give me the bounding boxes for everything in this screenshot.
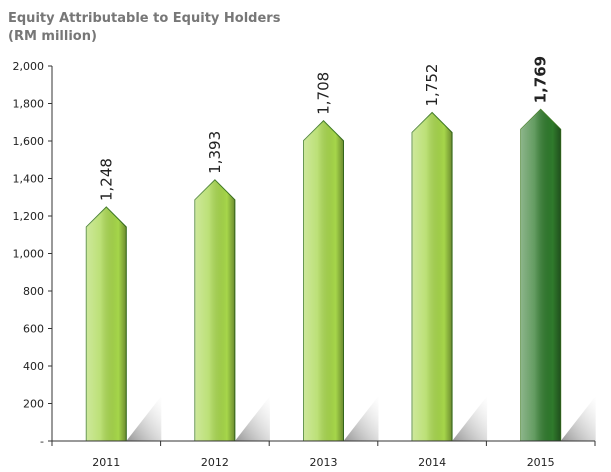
y-tick-label: 200: [23, 398, 44, 411]
y-tick-label: 1,800: [13, 98, 45, 111]
x-tick-label: 2013: [310, 456, 338, 469]
x-tick-label: 2012: [201, 456, 229, 469]
chart-title: Equity Attributable to Equity Holders: [8, 11, 281, 26]
value-label: 1,393: [206, 131, 224, 174]
bar-shine: [520, 109, 561, 441]
bar-shine: [86, 207, 127, 441]
y-tick-label: 600: [23, 323, 44, 336]
y-tick-label: 1,400: [13, 173, 45, 186]
bar-shine: [303, 120, 344, 441]
value-label: 1,248: [97, 158, 115, 201]
bar-shadow: [343, 396, 379, 441]
y-tick-label: 2,000: [13, 60, 45, 73]
y-tick-label: 800: [23, 285, 44, 298]
bar-shadow: [452, 396, 488, 441]
value-label: 1,708: [315, 72, 333, 115]
x-tick-label: 2014: [418, 456, 446, 469]
bar-shine: [412, 112, 453, 441]
bar-shadow: [234, 396, 270, 441]
value-label: 1,752: [423, 64, 441, 107]
y-tick-label: 1,000: [13, 248, 45, 261]
bar-shadow: [560, 396, 596, 441]
value-label: 1,769: [532, 56, 550, 103]
x-tick-label: 2011: [92, 456, 120, 469]
bar-shadow: [126, 396, 162, 441]
bar-shine: [194, 179, 235, 441]
y-tick-label: 400: [23, 360, 44, 373]
x-tick-label: 2015: [527, 456, 555, 469]
y-tick-label: 1,200: [13, 210, 45, 223]
chart-subtitle: (RM million): [8, 29, 97, 44]
y-tick-label: -: [40, 435, 44, 448]
y-tick-label: 1,600: [13, 135, 45, 148]
